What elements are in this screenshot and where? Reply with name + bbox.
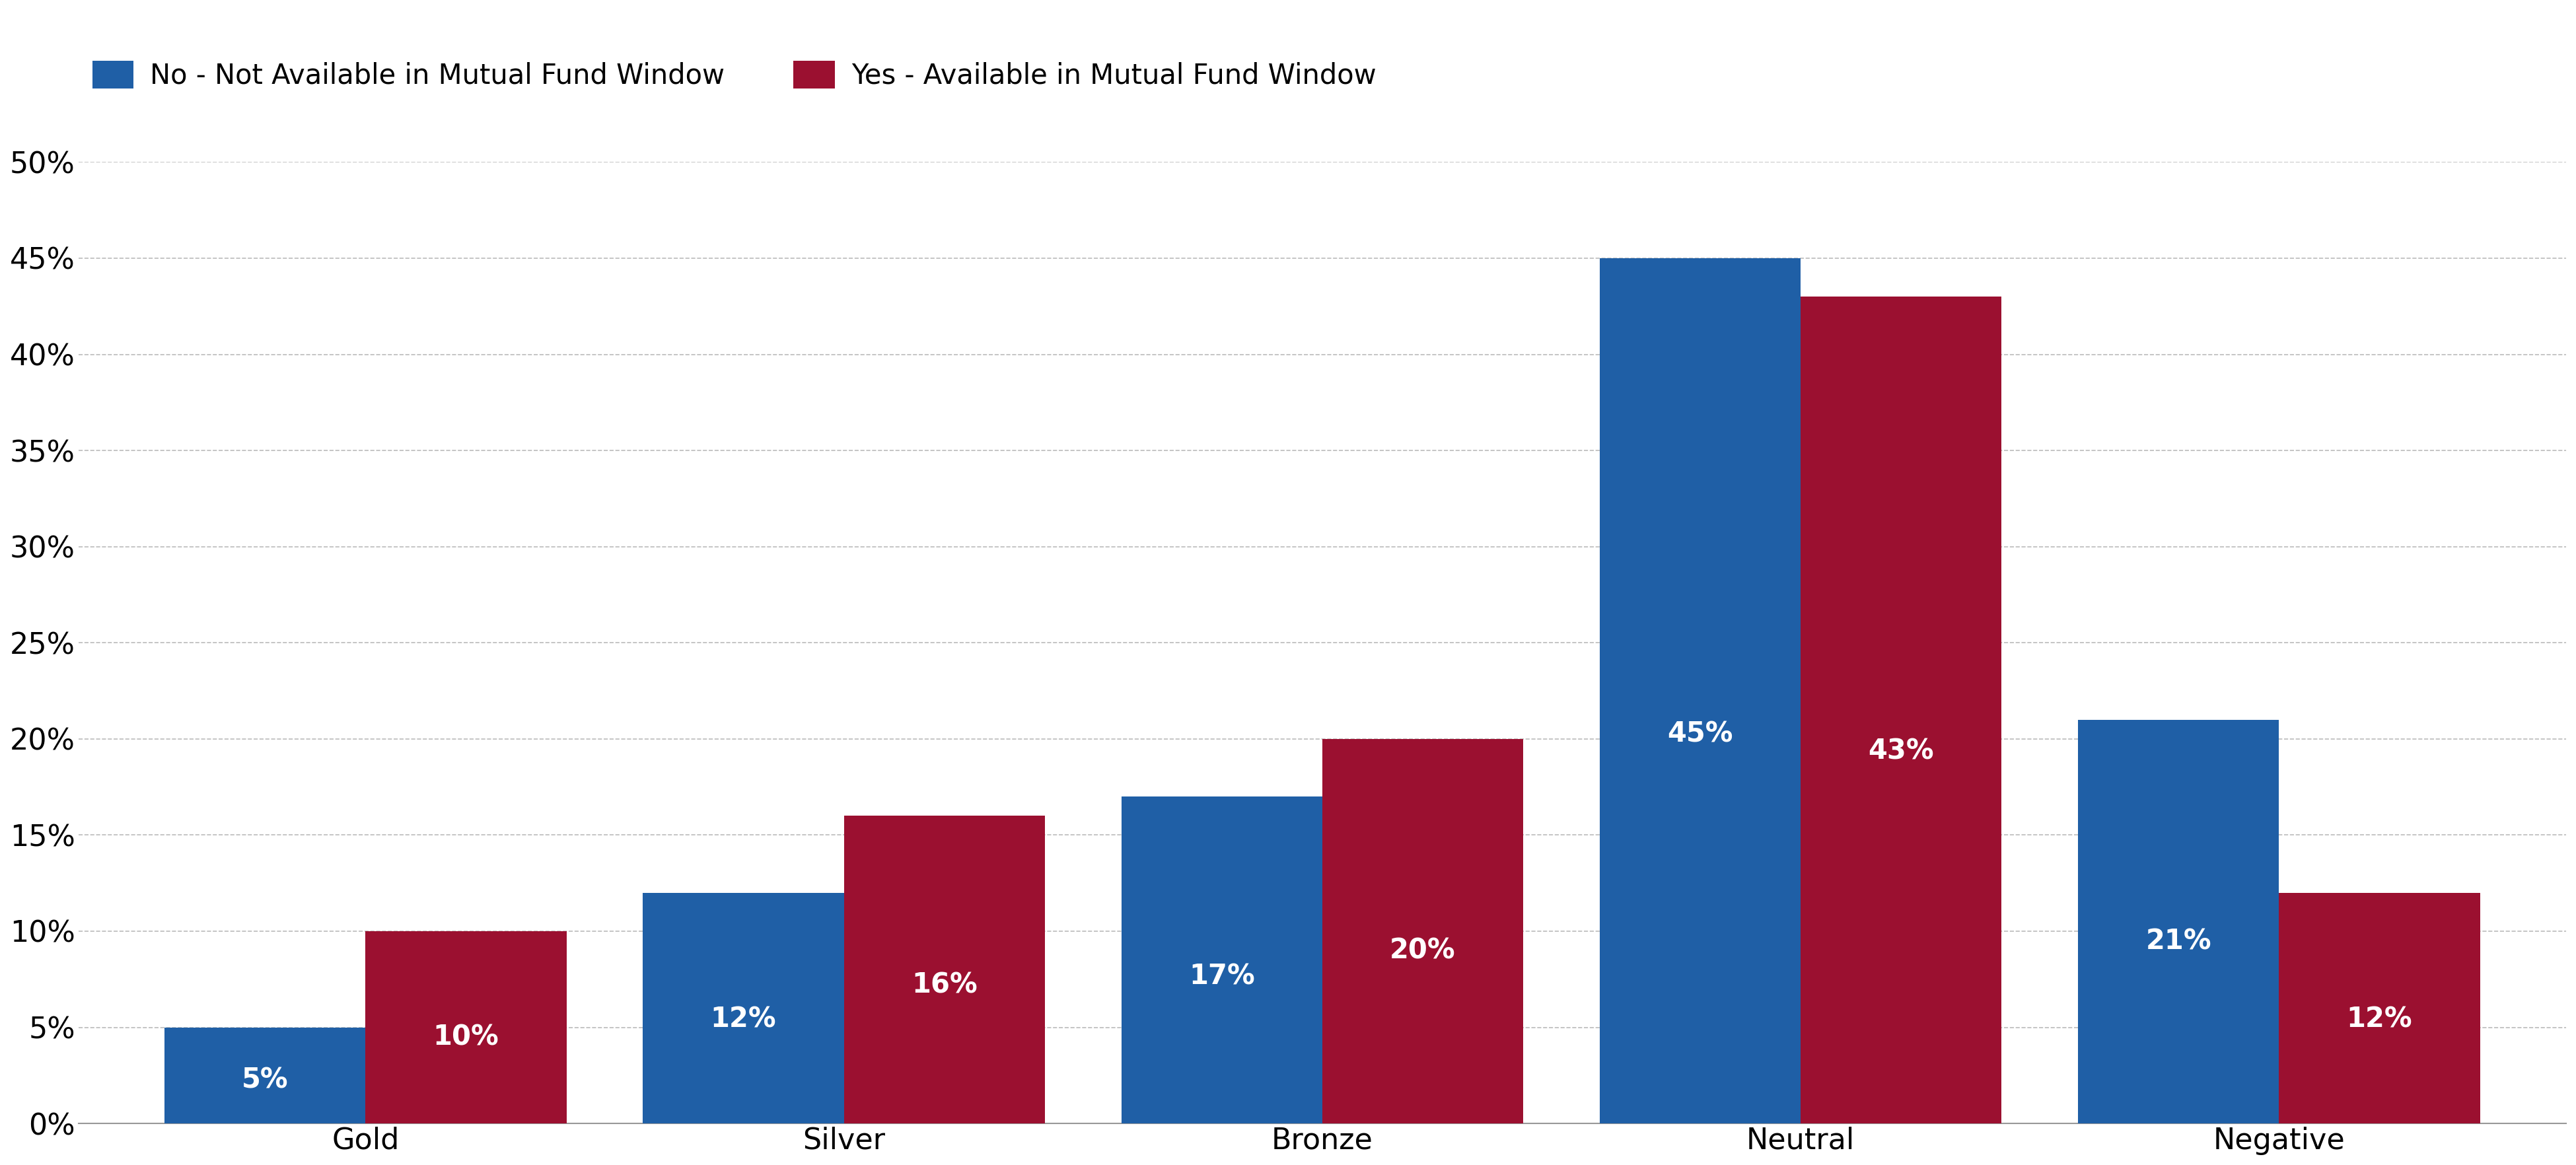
Bar xyxy=(845,816,1046,1123)
Text: 12%: 12% xyxy=(2347,1005,2414,1033)
Text: 16%: 16% xyxy=(912,972,976,998)
Text: 21%: 21% xyxy=(2146,927,2213,955)
Text: 45%: 45% xyxy=(1667,720,1734,748)
Bar xyxy=(2280,892,2481,1123)
Text: 10%: 10% xyxy=(433,1023,500,1051)
Text: 17%: 17% xyxy=(1190,962,1255,990)
Text: 43%: 43% xyxy=(1868,737,1935,765)
Bar xyxy=(1121,797,1321,1123)
Text: 20%: 20% xyxy=(1391,937,1455,965)
Bar xyxy=(644,892,845,1123)
Bar xyxy=(2079,720,2280,1123)
Bar xyxy=(366,931,567,1123)
Legend: No - Not Available in Mutual Fund Window, Yes - Available in Mutual Fund Window: No - Not Available in Mutual Fund Window… xyxy=(93,61,1376,90)
Text: 12%: 12% xyxy=(711,1005,775,1033)
Bar xyxy=(1600,259,1801,1123)
Text: 5%: 5% xyxy=(242,1066,289,1094)
Bar xyxy=(165,1028,366,1123)
Bar xyxy=(1801,297,2002,1123)
Bar xyxy=(1321,739,1522,1123)
